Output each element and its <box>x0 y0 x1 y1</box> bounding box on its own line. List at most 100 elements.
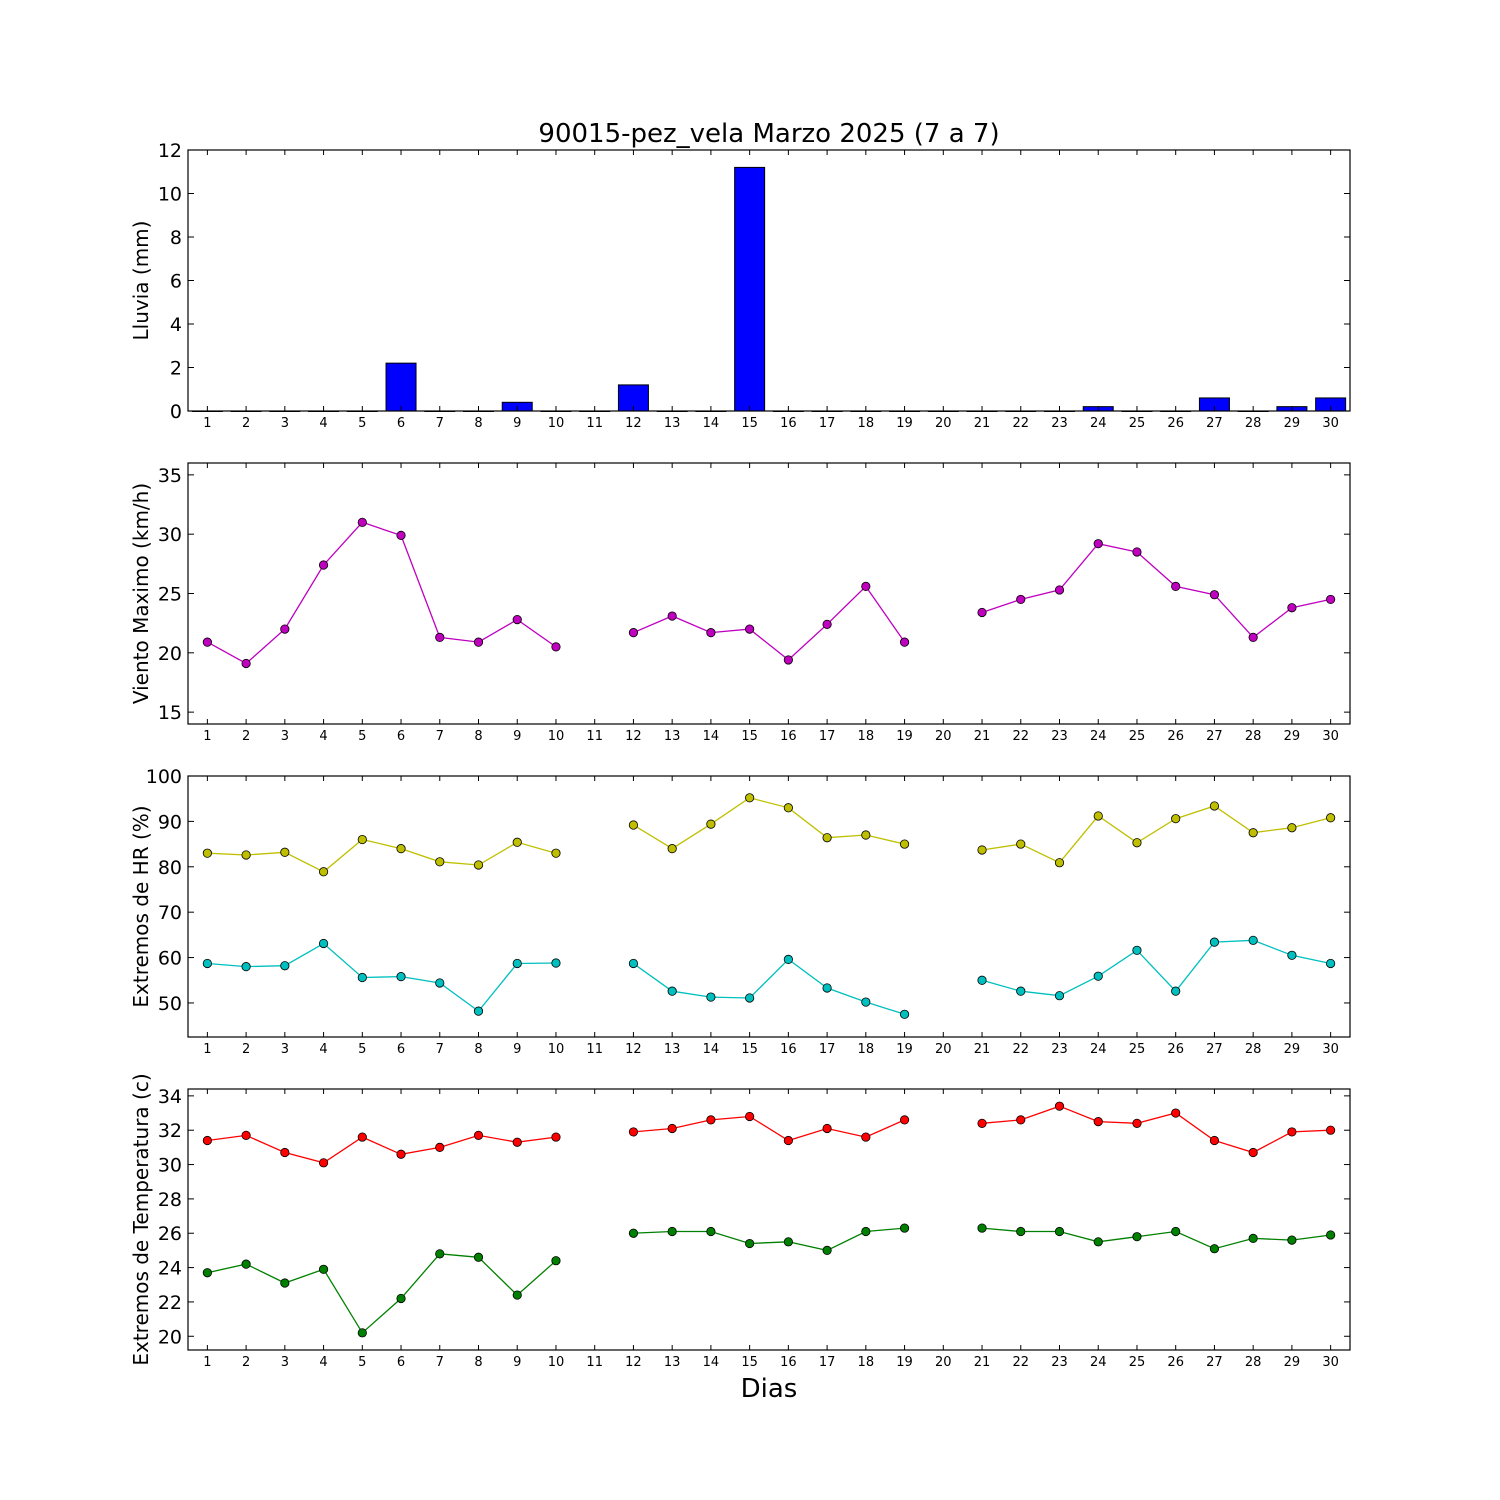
series-0-point-day-12 <box>628 628 639 638</box>
series-1-point-day-28 <box>1248 1233 1258 1243</box>
series-0-point-day-9 <box>512 837 522 847</box>
x-tick-label-19: 19 <box>896 1042 913 1057</box>
series-0-point-day-3 <box>280 847 290 857</box>
x-tick-label-11: 11 <box>586 416 603 431</box>
series-1-point-day-22 <box>1016 1226 1026 1237</box>
series-0-point-day-13 <box>667 611 677 621</box>
x-tick-label-20: 20 <box>935 416 952 431</box>
series-0-point-day-24 <box>1093 1117 1103 1127</box>
x-tick-label-19: 19 <box>896 1355 913 1370</box>
x-tick-label-4: 4 <box>319 1355 327 1370</box>
x-tick-label-7: 7 <box>436 1042 444 1057</box>
x-tick-label-2: 2 <box>242 729 250 744</box>
x-tick-label-25: 25 <box>1129 1355 1146 1370</box>
series-0-point-day-6 <box>396 1149 406 1159</box>
x-axis-label: Dias <box>741 1374 798 1404</box>
y-tick-label-0: 0 <box>170 401 182 423</box>
x-tick-label-19: 19 <box>896 729 913 744</box>
y-tick-label-32: 32 <box>158 1120 182 1142</box>
x-tick-label-30: 30 <box>1322 416 1339 431</box>
y-tick-label-90: 90 <box>158 811 182 833</box>
x-tick-label-24: 24 <box>1090 1355 1107 1370</box>
x-tick-label-5: 5 <box>358 729 366 744</box>
x-tick-label-4: 4 <box>319 1042 327 1057</box>
series-1-point-day-2 <box>241 1259 251 1269</box>
series-0-point-day-6 <box>396 844 406 854</box>
series-0-point-day-29 <box>1287 603 1297 613</box>
series-0-point-day-2 <box>241 658 251 669</box>
series-0-point-day-29 <box>1287 823 1297 833</box>
y-tick-label-80: 80 <box>158 857 182 879</box>
series-1-point-day-29 <box>1287 950 1297 960</box>
x-tick-label-12: 12 <box>625 1042 642 1057</box>
x-tick-label-1: 1 <box>203 729 211 744</box>
x-tick-label-12: 12 <box>625 1355 642 1370</box>
series-1-point-day-30 <box>1326 958 1336 969</box>
x-tick-label-17: 17 <box>819 1042 836 1057</box>
series-0-point-day-2 <box>241 1130 251 1140</box>
series-0-line-0 <box>207 1134 557 1164</box>
x-tick-label-17: 17 <box>819 1355 836 1370</box>
x-tick-label-19: 19 <box>896 416 913 431</box>
x-tick-label-23: 23 <box>1051 729 1068 744</box>
series-1-point-day-15 <box>745 1238 755 1249</box>
x-tick-label-21: 21 <box>974 416 991 431</box>
series-0-point-day-18 <box>861 1132 871 1142</box>
series-0-point-day-24 <box>1093 811 1103 821</box>
y-tick-label-22: 22 <box>158 1292 182 1314</box>
series-1-point-day-7 <box>435 1249 445 1259</box>
series-0-point-day-10 <box>551 848 561 858</box>
series-0-point-day-27 <box>1209 1135 1220 1146</box>
series-1-point-day-8 <box>473 1006 484 1016</box>
x-tick-label-2: 2 <box>242 416 250 431</box>
x-tick-label-2: 2 <box>242 1355 250 1370</box>
x-tick-label-6: 6 <box>397 1042 405 1057</box>
x-tick-label-12: 12 <box>625 416 642 431</box>
series-1-point-day-4 <box>318 1264 329 1274</box>
x-tick-label-18: 18 <box>858 416 875 431</box>
x-tick-label-13: 13 <box>664 416 681 431</box>
y-tick-label-25: 25 <box>158 584 182 606</box>
x-tick-label-30: 30 <box>1322 1355 1339 1370</box>
x-tick-label-28: 28 <box>1245 1355 1262 1370</box>
x-tick-label-27: 27 <box>1206 1042 1223 1057</box>
x-tick-label-18: 18 <box>858 1355 875 1370</box>
x-tick-label-14: 14 <box>703 416 720 431</box>
series-0-line-1 <box>633 797 905 850</box>
series-0-point-day-25 <box>1132 1118 1142 1128</box>
x-tick-label-1: 1 <box>203 1042 211 1057</box>
x-tick-label-1: 1 <box>203 416 211 431</box>
x-tick-label-14: 14 <box>703 1042 720 1057</box>
series-0-point-day-26 <box>1171 581 1181 591</box>
x-tick-label-17: 17 <box>819 416 836 431</box>
series-0-point-day-8 <box>473 637 484 647</box>
x-tick-label-15: 15 <box>741 729 758 744</box>
x-tick-label-27: 27 <box>1206 1355 1223 1370</box>
series-0-point-day-10 <box>551 1132 561 1142</box>
y-tick-label-50: 50 <box>158 993 182 1015</box>
series-1-point-day-14 <box>706 992 716 1002</box>
x-tick-label-11: 11 <box>586 1355 603 1370</box>
series-0-point-day-18 <box>861 581 871 591</box>
series-0-point-day-21 <box>977 607 987 618</box>
y-tick-label-34: 34 <box>158 1086 182 1108</box>
series-0-point-day-2 <box>241 850 251 860</box>
x-tick-label-13: 13 <box>664 729 681 744</box>
series-1-point-day-18 <box>861 1226 871 1237</box>
series-0-point-day-14 <box>706 628 716 638</box>
x-tick-label-22: 22 <box>1012 416 1029 431</box>
x-tick-label-27: 27 <box>1206 729 1223 744</box>
x-tick-label-25: 25 <box>1129 416 1146 431</box>
series-0-point-day-8 <box>473 1130 484 1140</box>
series-0-point-day-21 <box>977 1118 987 1128</box>
series-0-point-day-29 <box>1287 1127 1297 1137</box>
series-0-point-day-13 <box>667 844 677 854</box>
series-0-point-day-12 <box>628 1127 639 1137</box>
series-1-point-day-19 <box>899 1009 910 1019</box>
x-tick-label-1: 1 <box>203 1355 211 1370</box>
x-tick-label-16: 16 <box>780 729 797 744</box>
x-tick-label-2: 2 <box>242 1042 250 1057</box>
x-tick-label-9: 9 <box>513 729 521 744</box>
x-tick-label-18: 18 <box>858 729 875 744</box>
x-tick-label-29: 29 <box>1284 729 1301 744</box>
